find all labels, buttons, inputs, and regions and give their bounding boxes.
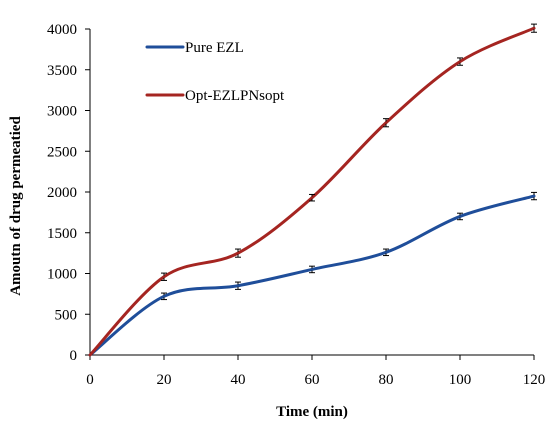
series-line <box>88 194 536 357</box>
x-axis-title: Time (min) <box>276 404 348 420</box>
data-point <box>162 275 166 278</box>
y-tick-label: 2000 <box>47 185 77 201</box>
series-line <box>88 26 536 357</box>
legend-item-1: Pure EZL <box>145 40 244 56</box>
data-point <box>310 196 314 199</box>
data-point <box>236 251 240 255</box>
axes <box>89 29 534 356</box>
legend: Pure EZL Opt-EZLPNsopt <box>145 40 285 104</box>
x-tick-label: 0 <box>86 372 94 388</box>
x-tick-label: 40 <box>231 372 246 388</box>
data-point <box>162 295 166 298</box>
data-point <box>88 353 92 357</box>
y-axis-title: Amoutn of drug permeatied <box>8 116 24 296</box>
data-point <box>458 215 462 218</box>
y-tick-label: 1000 <box>47 267 77 283</box>
x-tick-label: 20 <box>157 372 172 388</box>
data-point <box>532 26 536 30</box>
x-tick-label: 120 <box>523 372 546 388</box>
x-tick-label: 100 <box>449 372 472 388</box>
data-point <box>384 251 388 254</box>
data-point <box>384 121 388 124</box>
legend-item-2: Opt-EZLPNsopt <box>145 88 285 104</box>
y-tick-label: 3500 <box>47 63 77 79</box>
legend-label: Opt-EZLPNsopt <box>185 88 285 104</box>
y-tick-label: 500 <box>55 307 78 323</box>
x-axis-ticks: 0 20 40 60 80 100 120 <box>86 355 545 388</box>
series-2 <box>88 23 537 357</box>
series-layer <box>88 23 537 357</box>
data-point <box>236 284 240 287</box>
y-axis-ticks: 0 500 1000 1500 2000 2500 3000 3500 4000 <box>47 22 90 364</box>
series-1 <box>88 191 537 357</box>
legend-label: Pure EZL <box>185 40 244 56</box>
y-tick-label: 1500 <box>47 226 77 242</box>
data-point <box>458 60 462 63</box>
x-tick-label: 80 <box>379 372 394 388</box>
y-tick-label: 2500 <box>47 144 77 160</box>
x-tick-label: 60 <box>305 372 320 388</box>
y-tick-label: 0 <box>70 348 78 364</box>
y-tick-label: 4000 <box>47 22 77 38</box>
data-point <box>310 268 314 271</box>
data-point <box>532 194 536 198</box>
y-tick-label: 3000 <box>47 104 77 120</box>
